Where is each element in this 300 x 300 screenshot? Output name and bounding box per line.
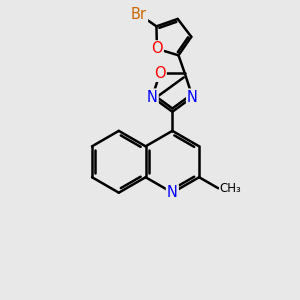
Text: N: N bbox=[147, 90, 158, 105]
Text: O: O bbox=[151, 41, 163, 56]
Text: N: N bbox=[187, 90, 198, 105]
Text: CH₃: CH₃ bbox=[220, 182, 242, 195]
Text: Br: Br bbox=[131, 7, 147, 22]
Text: N: N bbox=[167, 185, 178, 200]
Text: O: O bbox=[154, 66, 166, 81]
